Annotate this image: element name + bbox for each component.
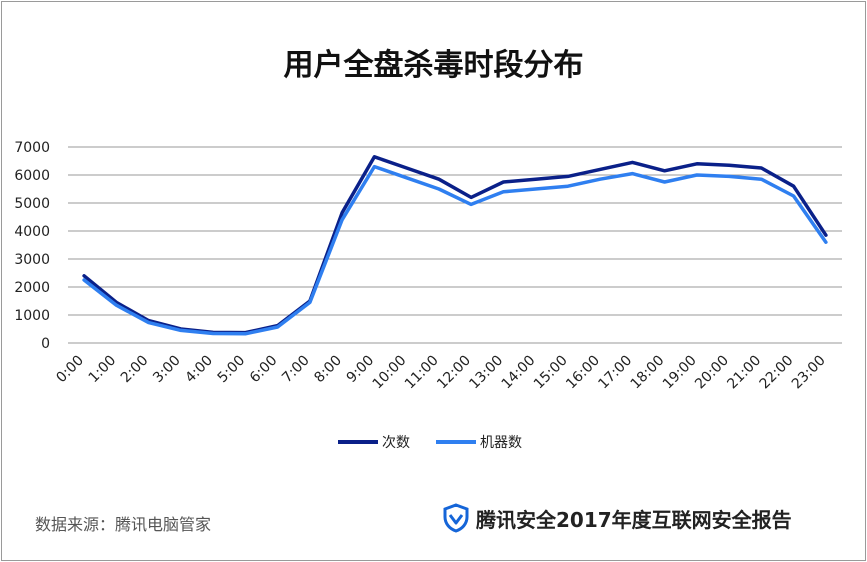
- x-tick-label: 19:00: [660, 353, 700, 393]
- brand-footer: 腾讯安全2017年度互联网安全报告: [442, 503, 792, 533]
- x-tick-label: 23:00: [789, 353, 829, 393]
- x-tick-label: 2:00: [118, 353, 152, 387]
- y-axis-ticks: 0 1000 2000 3000 4000 5000 6000 7000: [14, 140, 50, 352]
- y-tick-label: 3000: [14, 252, 50, 268]
- series-lines: [82, 155, 828, 336]
- x-tick-label: 16:00: [563, 353, 603, 393]
- x-tick-label: 17:00: [595, 353, 635, 393]
- shield-icon: [443, 503, 469, 533]
- series-line: [82, 155, 828, 335]
- y-tick-label: 6000: [14, 168, 50, 184]
- x-tick-label: 22:00: [757, 353, 797, 393]
- x-tick-label: 20:00: [692, 353, 732, 393]
- y-tick-label: 1000: [14, 308, 50, 324]
- x-tick-label: 4:00: [182, 353, 216, 387]
- grid-lines: [68, 146, 842, 344]
- data-source-note: 数据来源：腾讯电脑管家: [35, 515, 212, 534]
- x-tick-label: 13:00: [466, 353, 506, 393]
- legend-label: 次数: [382, 435, 410, 451]
- x-tick-label: 14:00: [499, 353, 539, 393]
- y-tick-label: 0: [41, 336, 50, 352]
- x-tick-label: 21:00: [724, 353, 764, 393]
- x-tick-label: 10:00: [370, 353, 410, 393]
- x-tick-label: 5:00: [215, 353, 249, 387]
- x-tick-label: 7:00: [279, 353, 313, 387]
- x-tick-label: 11:00: [402, 353, 442, 393]
- x-tick-label: 3:00: [150, 353, 184, 387]
- y-tick-label: 5000: [14, 196, 50, 212]
- legend-label: 机器数: [480, 435, 522, 451]
- brand-text: 腾讯安全2017年度互联网安全报告: [476, 507, 792, 532]
- x-tick-label: 18:00: [628, 353, 668, 393]
- x-tick-label: 12:00: [434, 353, 474, 393]
- x-tick-label: 0:00: [53, 353, 87, 387]
- y-tick-label: 2000: [14, 280, 50, 296]
- x-tick-label: 15:00: [531, 353, 571, 393]
- x-tick-label: 8:00: [311, 353, 345, 387]
- y-tick-label: 7000: [14, 140, 50, 156]
- x-tick-label: 1:00: [86, 353, 120, 387]
- x-axis-ticks: 0:001:002:003:004:005:006:007:008:009:00…: [53, 353, 828, 393]
- y-tick-label: 4000: [14, 224, 50, 240]
- x-tick-label: 6:00: [247, 353, 281, 387]
- legend: 次数 机器数: [338, 435, 522, 451]
- chart-title: 用户全盘杀毒时段分布: [283, 48, 584, 83]
- series-line: [82, 164, 828, 336]
